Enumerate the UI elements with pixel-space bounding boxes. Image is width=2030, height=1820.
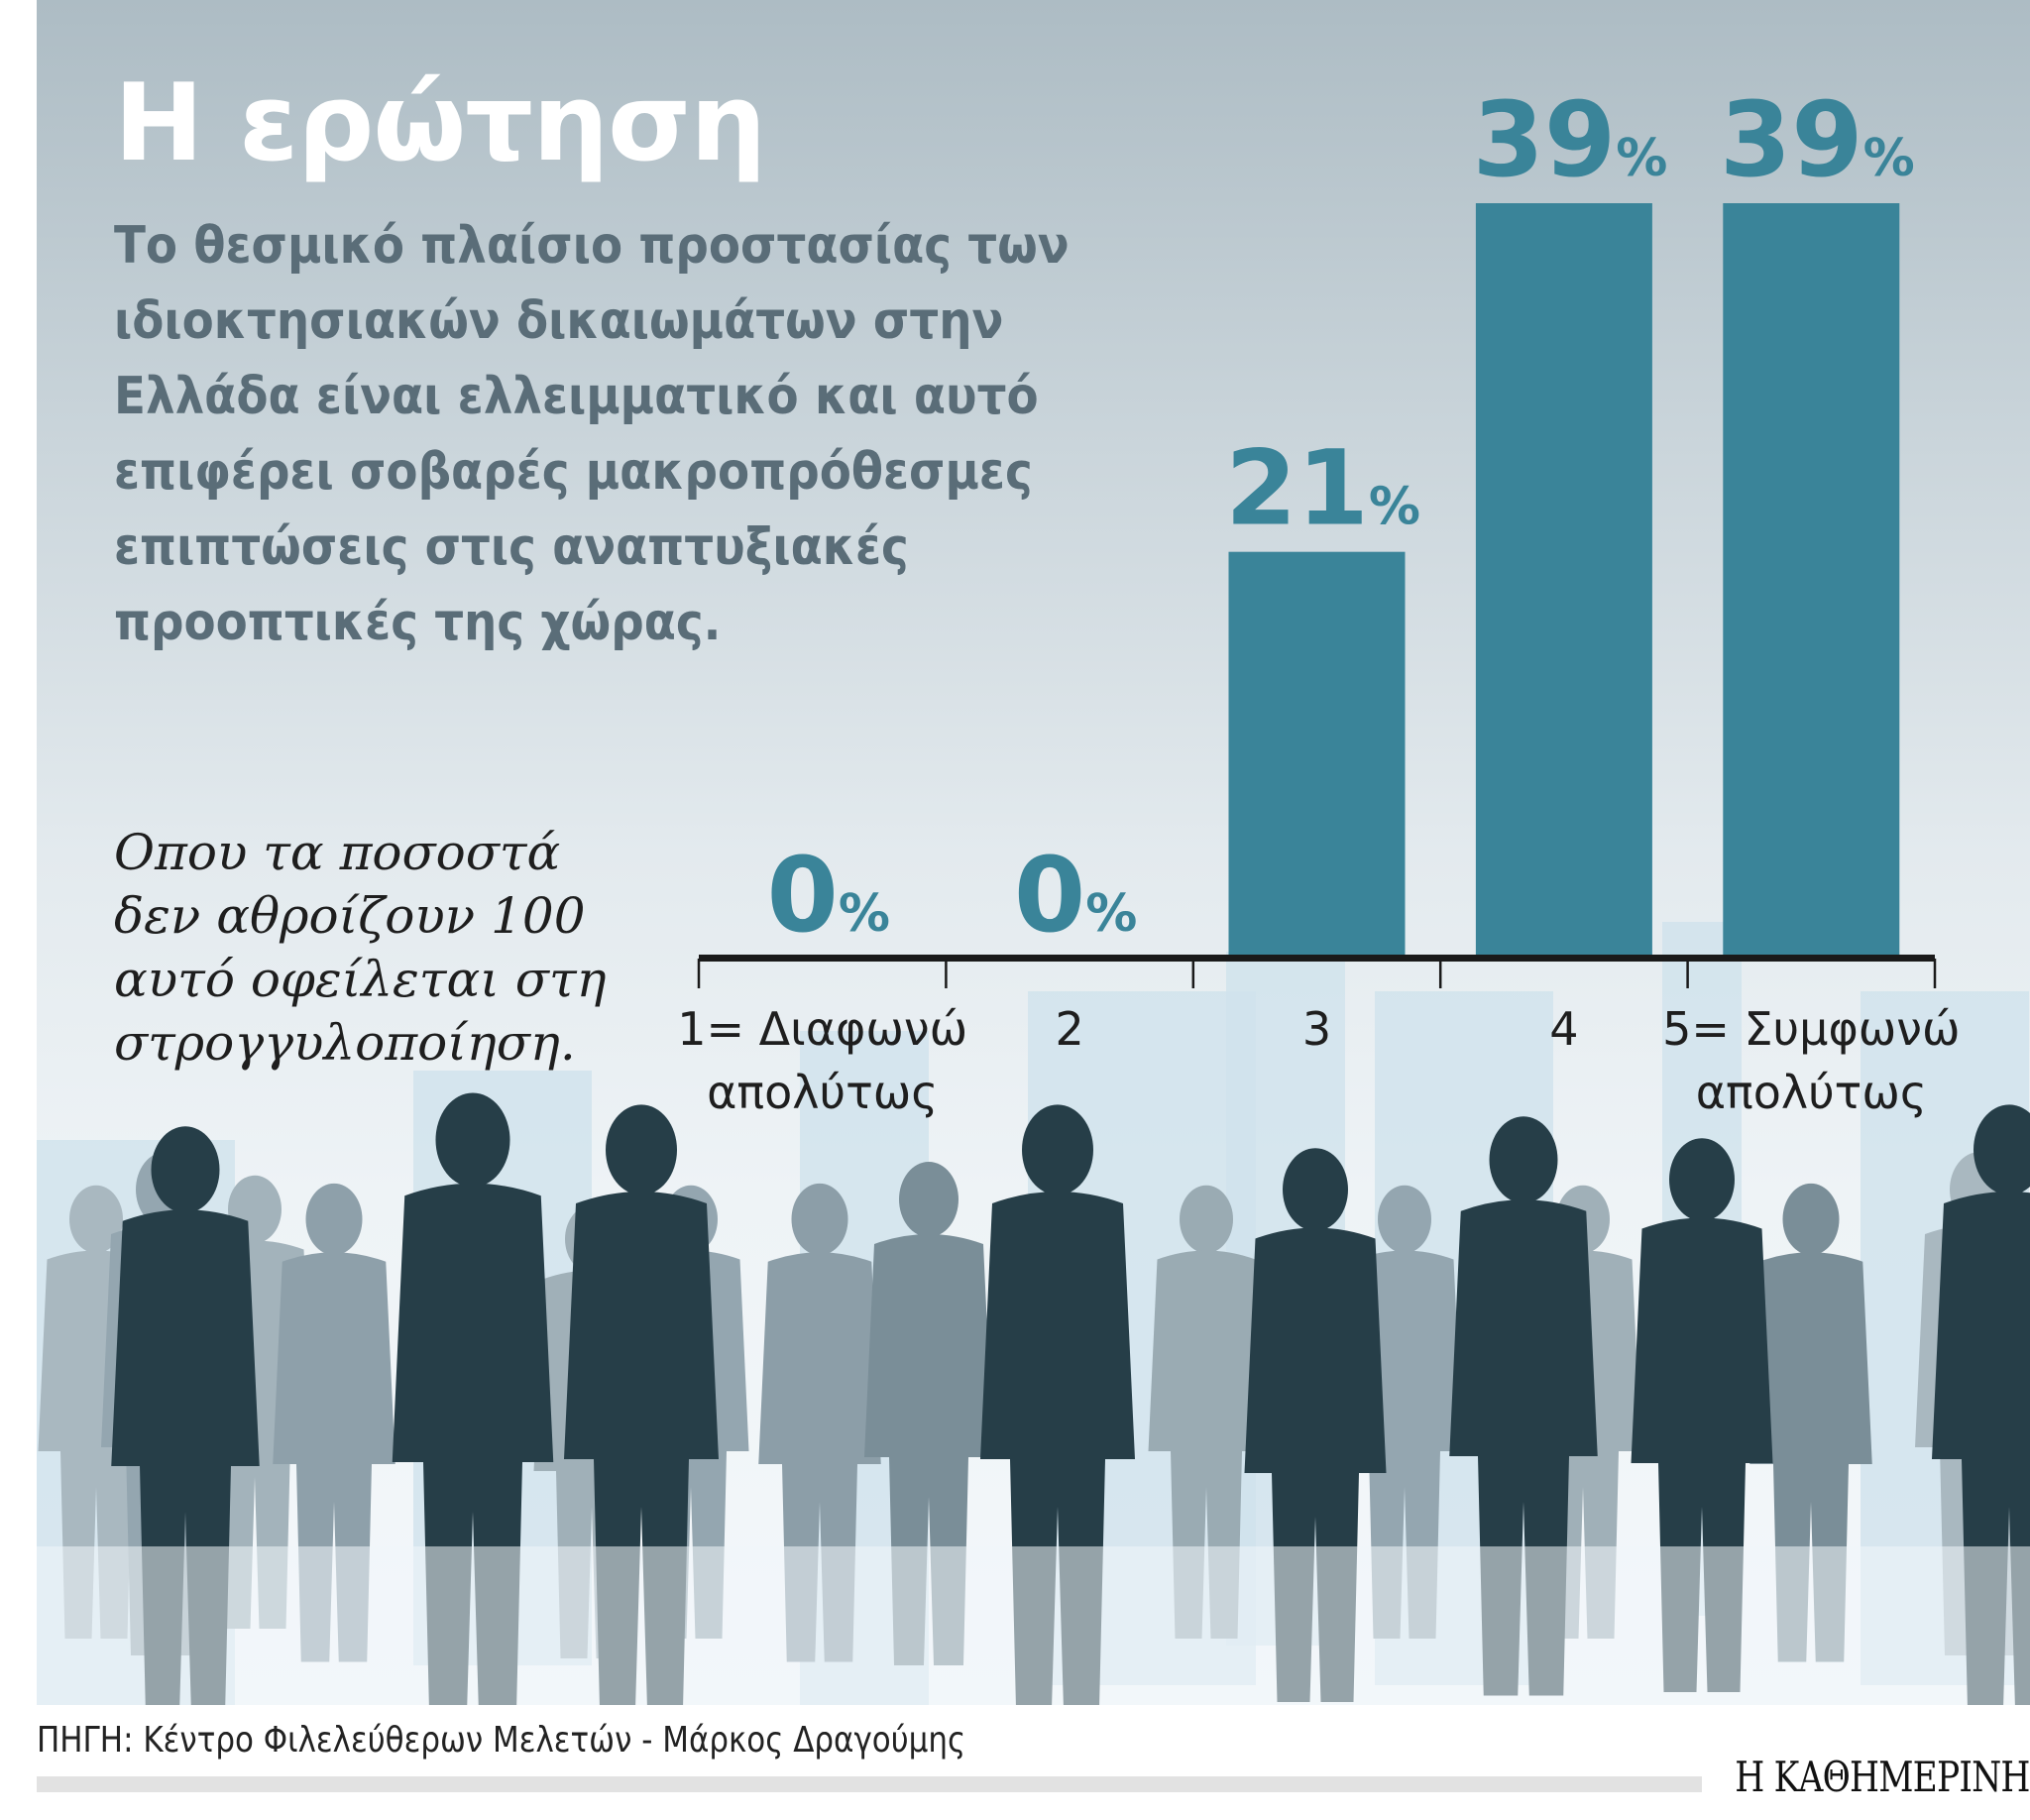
bar-3 [1228,551,1406,959]
value-label-4: 39% [1472,79,1667,200]
bar-4 [1475,203,1652,959]
page-title: Η ερώτηση [114,61,766,185]
crowd-silhouettes [37,922,2030,1705]
rounding-note: Οπου τα ποσοστά δεν αθροίζουν 100 αυτό ο… [114,824,607,1072]
value-label-3: 21% [1225,428,1420,549]
bar-chart: 0% 1= Διαφωνώ απολύτως 0% 2 21% 3 39% 4 39% 5= Συμ… [677,79,1960,1119]
source-text: ΠΗΓΗ: Κέντρο Φιλελεύθερων Μελετών - Μάρκ… [37,1720,966,1761]
category-label-1: 1= Διαφωνώ απολύτως [677,1002,967,1119]
value-label-2: 0% [1014,835,1137,956]
category-label-5: 5= Συμφωνώ απολύτως [1662,1002,1960,1119]
person-silhouette [1148,1185,1265,1639]
background-illustration [37,0,2030,1705]
question-text: Το θεσμικό πλαίσιο προστασίας των ιδιοκτ… [114,216,1070,652]
category-label-3: 3 [1302,1002,1331,1056]
value-label-1: 0% [766,835,889,956]
footer-rule [37,1776,1702,1792]
category-label-2: 2 [1055,1002,1083,1056]
publisher-logo: Η ΚΑΘΗΜΕΡΙΝΗ [1735,1753,2030,1801]
bar-5 [1723,203,1900,959]
x-axis-line [699,955,1935,962]
value-label-5: 39% [1720,79,1915,200]
category-label-4: 4 [1549,1002,1578,1056]
floor-reflection [37,1546,2030,1705]
